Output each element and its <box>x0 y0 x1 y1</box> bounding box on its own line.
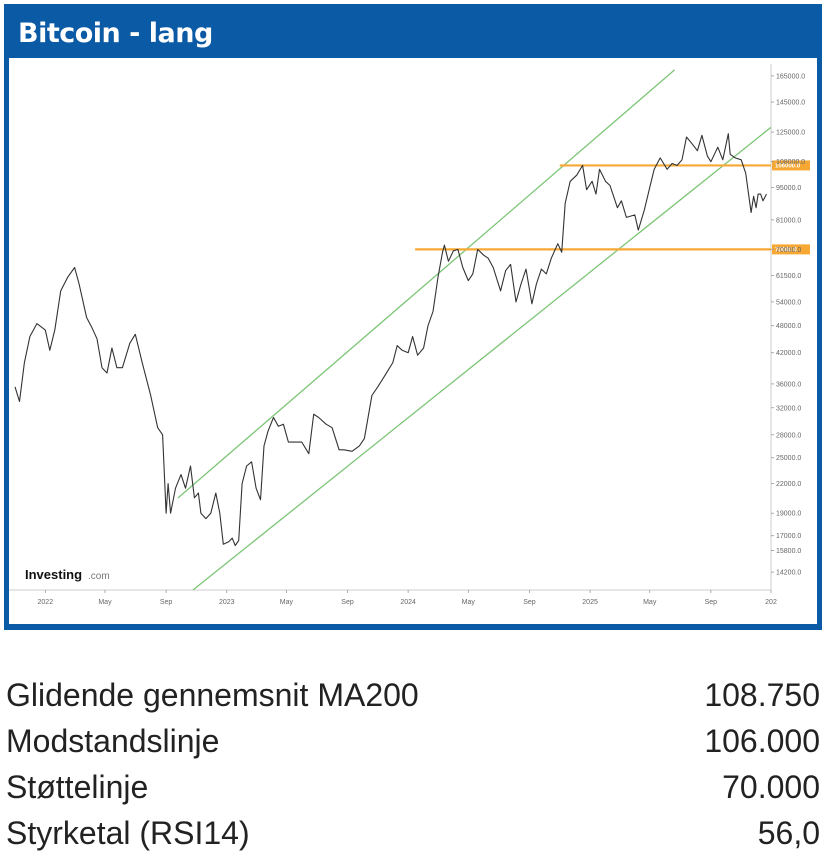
stat-value: 56,0 <box>757 815 820 851</box>
x-tick-label: Sep <box>705 599 718 606</box>
x-tick-label: 2024 <box>400 599 416 606</box>
channel-lower-line <box>192 126 771 590</box>
y-tick-label: 125000.0 <box>776 130 805 137</box>
x-tick-label: May <box>280 599 294 606</box>
y-tick-label: 145000.0 <box>776 100 805 107</box>
x-tick-label: May <box>462 599 476 606</box>
y-tick-label: 54000.0 <box>776 299 801 306</box>
chart-frame <box>9 64 772 591</box>
y-tick-label: 17000.0 <box>776 533 801 540</box>
stat-row-ma200: Glidende gennemsnit MA200 108.750 <box>6 672 822 718</box>
stat-row-resistance: Modstandslinje 106.000 <box>6 718 822 764</box>
x-tick-label: May <box>643 599 657 606</box>
logo-brand: Investing <box>25 567 82 582</box>
stat-value: 108.750 <box>704 677 820 713</box>
level-tag <box>772 244 810 255</box>
y-tick-label: 15800.0 <box>776 548 801 555</box>
stat-value: 70.000 <box>722 769 820 805</box>
y-tick-label: 70000.0 <box>776 247 801 254</box>
trend-channel <box>177 69 771 590</box>
investing-logo: Investing .com <box>25 567 110 582</box>
x-tick-label: Sep <box>341 599 354 606</box>
y-tick-label: 165000.0 <box>776 73 805 80</box>
stat-label: Glidende gennemsnit MA200 <box>6 677 419 713</box>
y-axis: 14200.0 15800.0 17000.0 19000.0 22000.0 25000… <box>771 73 805 577</box>
y-tick-label: 108000.0 <box>776 159 805 166</box>
y-tick-label: 28000.0 <box>776 432 801 439</box>
y-tick-label: 32000.0 <box>776 405 801 412</box>
stat-row-rsi: Styrketal (RSI14) 56,0 <box>6 810 822 856</box>
y-tick-label: 14200.0 <box>776 570 801 577</box>
stat-label: Styrketal (RSI14) <box>6 815 250 851</box>
x-axis: 2022 May Sep 2023 May Sep 2024 May Sep 2025 May Sep… <box>38 590 777 606</box>
y-tick-label: 25000.0 <box>776 455 801 462</box>
chart-panel: Bitcoin - lang 106000.0 70000.0 14200.0 15… <box>4 4 822 630</box>
level-tag <box>772 160 810 171</box>
chart-title: Bitcoin - lang <box>18 18 213 49</box>
x-tick-label: 2025 <box>582 599 598 606</box>
stat-row-support: Støttelinje 70.000 <box>6 764 822 810</box>
level-tag-label: 106000.0 <box>775 164 801 170</box>
y-tick-label: 36000.0 <box>776 381 801 388</box>
y-tick-label: 42000.0 <box>776 350 801 357</box>
price-line <box>14 133 767 547</box>
logo-suffix: .com <box>88 571 110 582</box>
x-tick-label: 202 <box>765 599 777 606</box>
x-tick-label: Sep <box>523 599 536 606</box>
y-tick-label: 48000.0 <box>776 323 801 330</box>
stat-value: 106.000 <box>704 723 820 759</box>
x-tick-label: 2023 <box>219 599 235 606</box>
stat-label: Støttelinje <box>6 769 149 805</box>
y-tick-label: 61500.0 <box>776 273 801 280</box>
chart-area: 106000.0 70000.0 14200.0 15800.0 17000.0 190… <box>9 58 817 624</box>
y-tick-label: 95000.0 <box>776 185 801 192</box>
stat-label: Modstandslinje <box>6 723 220 759</box>
y-tick-label: 19000.0 <box>776 511 801 518</box>
x-tick-label: May <box>98 599 112 606</box>
y-tick-label: 81000.0 <box>776 217 801 224</box>
level-tag-label: 70000.0 <box>775 248 797 254</box>
x-tick-label: 2022 <box>38 599 54 606</box>
y-tick-label: 22000.0 <box>776 481 801 488</box>
channel-upper-line <box>177 69 675 499</box>
price-series <box>14 133 767 547</box>
indicator-stats: Glidende gennemsnit MA200 108.750 Modsta… <box>6 672 822 856</box>
x-tick-label: Sep <box>160 599 173 606</box>
price-chart: 106000.0 70000.0 14200.0 15800.0 17000.0 190… <box>9 64 810 606</box>
